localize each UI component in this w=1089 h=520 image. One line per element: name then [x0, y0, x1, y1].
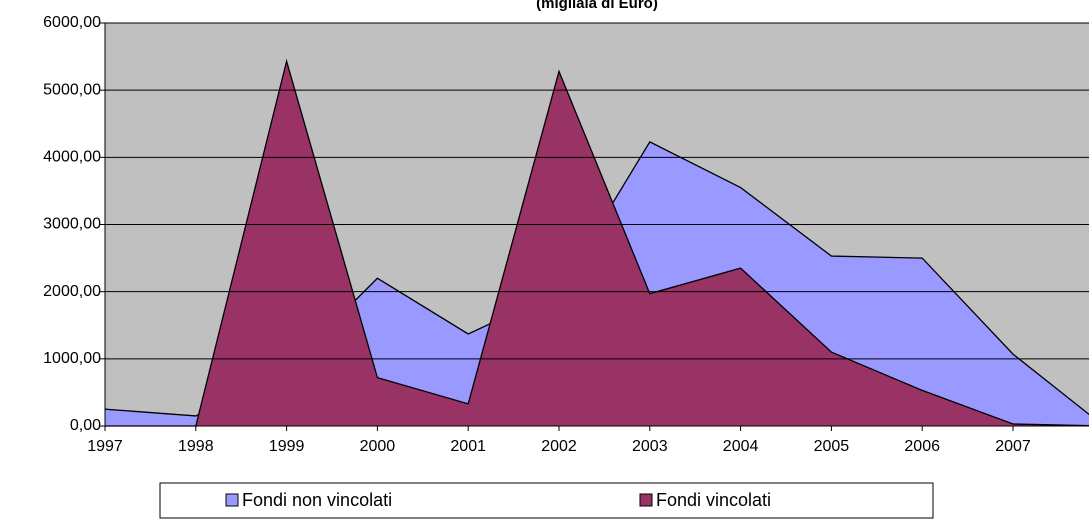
- chart-title: (migliaia di Euro): [536, 0, 658, 12]
- x-tick-label: 1997: [87, 438, 123, 455]
- x-tick-label: 2000: [360, 438, 396, 455]
- y-tick-label: 6000,00: [43, 14, 101, 31]
- x-tick-label: 1998: [178, 438, 214, 455]
- legend-swatch: [225, 493, 239, 507]
- y-tick-label: 0,00: [70, 417, 101, 434]
- legend-swatch: [639, 493, 653, 507]
- y-tick-label: 3000,00: [43, 216, 101, 233]
- area: [105, 61, 1089, 426]
- x-tick-label: 2001: [450, 438, 486, 455]
- y-tick-label: 1000,00: [43, 350, 101, 367]
- y-tick-label: 4000,00: [43, 149, 101, 166]
- area-outline: [105, 58, 1089, 427]
- x-tick-label: 1999: [269, 438, 305, 455]
- x-tick-label: 2005: [814, 438, 850, 455]
- legend-label: Fondi non vincolati: [242, 490, 392, 510]
- x-tick-label: 2007: [995, 438, 1031, 455]
- x-tick-label: 2002: [541, 438, 577, 455]
- legend-label: Fondi vincolati: [656, 490, 771, 510]
- x-tick-label: 2004: [723, 438, 759, 455]
- x-tick-label: 2006: [904, 438, 940, 455]
- y-tick-label: 2000,00: [43, 283, 101, 300]
- y-tick-label: 5000,00: [43, 81, 101, 98]
- x-tick-label: 2003: [632, 438, 668, 455]
- legend: [159, 482, 934, 519]
